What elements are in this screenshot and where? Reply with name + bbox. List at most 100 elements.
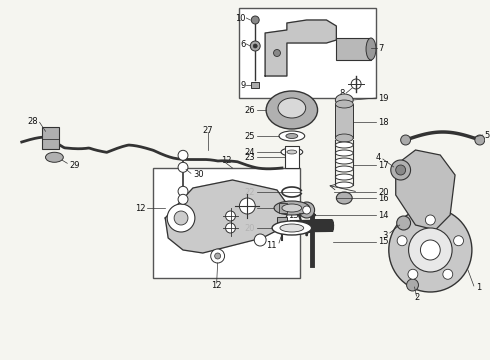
Polygon shape	[265, 20, 336, 76]
Circle shape	[225, 211, 236, 221]
Ellipse shape	[335, 142, 353, 148]
Ellipse shape	[335, 166, 353, 172]
Text: 12: 12	[220, 156, 231, 165]
Ellipse shape	[335, 174, 353, 180]
Bar	[336, 38, 371, 60]
Ellipse shape	[335, 182, 353, 188]
Bar	[277, 217, 287, 223]
Text: 16: 16	[378, 194, 389, 202]
Circle shape	[397, 236, 407, 246]
Text: 14: 14	[378, 211, 389, 220]
Text: 29: 29	[69, 161, 80, 170]
Circle shape	[443, 269, 453, 279]
Circle shape	[211, 249, 224, 263]
Circle shape	[215, 253, 220, 259]
Circle shape	[389, 208, 472, 292]
Circle shape	[273, 49, 280, 57]
Circle shape	[454, 236, 464, 246]
Text: 12: 12	[211, 282, 221, 291]
Text: 18: 18	[378, 117, 389, 126]
Circle shape	[240, 198, 255, 214]
Bar	[279, 203, 287, 213]
Text: 30: 30	[193, 170, 203, 179]
Circle shape	[303, 206, 311, 214]
Text: 13: 13	[288, 211, 299, 220]
Text: 8: 8	[339, 89, 344, 98]
Circle shape	[250, 41, 260, 51]
Circle shape	[407, 279, 418, 291]
Circle shape	[408, 269, 418, 279]
Ellipse shape	[335, 94, 353, 106]
Ellipse shape	[335, 134, 353, 142]
Ellipse shape	[286, 134, 298, 139]
Circle shape	[174, 211, 188, 225]
Circle shape	[167, 204, 195, 232]
Text: 5: 5	[485, 131, 490, 140]
Ellipse shape	[335, 158, 353, 164]
Circle shape	[299, 202, 315, 218]
Text: 28: 28	[27, 117, 38, 126]
Text: 7: 7	[378, 44, 383, 53]
Circle shape	[391, 160, 411, 180]
Ellipse shape	[287, 150, 297, 154]
Bar	[240, 8, 376, 98]
Text: 21: 21	[245, 203, 255, 212]
Circle shape	[420, 240, 440, 260]
Circle shape	[178, 194, 188, 204]
Text: 20: 20	[378, 188, 389, 197]
Text: 27: 27	[202, 126, 213, 135]
Bar	[153, 168, 300, 278]
Ellipse shape	[335, 150, 353, 156]
Text: 15: 15	[378, 238, 389, 247]
Text: 26: 26	[245, 105, 255, 114]
Circle shape	[253, 44, 257, 48]
Text: 22: 22	[245, 188, 255, 197]
Ellipse shape	[278, 98, 306, 118]
Ellipse shape	[46, 152, 63, 162]
Text: 20: 20	[245, 224, 255, 233]
Text: 3: 3	[382, 230, 388, 239]
Text: 6: 6	[240, 40, 245, 49]
Text: 19: 19	[378, 94, 389, 103]
Ellipse shape	[266, 91, 318, 129]
Bar	[285, 146, 299, 168]
Ellipse shape	[366, 38, 376, 60]
Circle shape	[178, 150, 188, 160]
Bar	[335, 104, 353, 138]
Circle shape	[351, 79, 361, 89]
Circle shape	[425, 215, 435, 225]
Circle shape	[396, 165, 406, 175]
Circle shape	[401, 135, 411, 145]
Text: 2: 2	[415, 293, 420, 302]
Text: 17: 17	[378, 161, 389, 170]
Text: 12: 12	[135, 203, 146, 212]
Text: 24: 24	[245, 148, 255, 157]
Text: 10: 10	[235, 14, 245, 23]
Ellipse shape	[335, 100, 353, 108]
Text: 1: 1	[476, 284, 481, 292]
Text: 11: 11	[267, 240, 277, 249]
Circle shape	[397, 216, 411, 230]
Circle shape	[225, 223, 236, 233]
Text: 25: 25	[245, 131, 255, 140]
Text: 23: 23	[245, 153, 255, 162]
Text: 4: 4	[376, 153, 381, 162]
Ellipse shape	[279, 131, 305, 141]
Ellipse shape	[274, 201, 310, 215]
Text: 9: 9	[240, 81, 245, 90]
Circle shape	[178, 162, 188, 172]
Circle shape	[178, 186, 188, 196]
Circle shape	[251, 16, 259, 24]
Ellipse shape	[282, 204, 302, 212]
Ellipse shape	[336, 192, 352, 204]
Polygon shape	[165, 180, 290, 253]
Ellipse shape	[280, 224, 304, 232]
Circle shape	[409, 228, 452, 272]
Circle shape	[254, 234, 266, 246]
Ellipse shape	[281, 148, 303, 156]
Bar	[42, 127, 59, 149]
Polygon shape	[396, 150, 455, 230]
Circle shape	[475, 135, 485, 145]
Bar	[251, 82, 259, 88]
Ellipse shape	[272, 221, 312, 235]
